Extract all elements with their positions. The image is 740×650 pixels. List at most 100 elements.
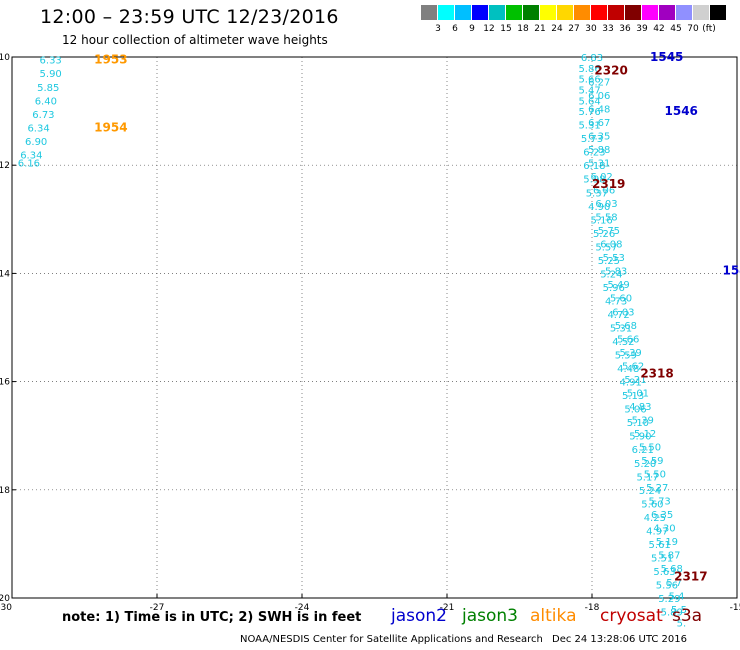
wave-height-value: 5.13	[622, 391, 644, 402]
wave-height-value: 5.89	[661, 608, 683, 619]
color-scale-swatch	[591, 5, 608, 20]
y-tick-label: -16	[0, 378, 10, 388]
color-scale-swatch	[472, 5, 489, 20]
wave-height-value: 5.90	[629, 432, 651, 443]
wave-height-value: 6.34	[27, 123, 49, 134]
color-scale-label: 24	[551, 24, 563, 34]
wave-height-value: 5.49	[607, 280, 629, 291]
wave-height-value: 5.24	[600, 269, 622, 280]
color-scale-label: 27	[568, 24, 580, 34]
wave-height-value: 5.86	[578, 64, 600, 75]
color-scale-swatch	[574, 5, 591, 20]
pass-time-label: 1546	[665, 104, 698, 118]
wave-height-value: 5.60	[610, 294, 632, 305]
wave-height-value: 5.31	[588, 158, 610, 169]
wave-height-value: 5.25	[598, 256, 620, 267]
color-scale-label: 30	[585, 24, 597, 34]
color-scale-swatch	[489, 5, 506, 20]
pass-time-label: 2318	[640, 366, 673, 380]
data-points: 6.335.905.856.406.736.346.906.346.161953…	[18, 50, 740, 629]
wave-height-value: 5.85	[37, 83, 59, 94]
y-tick-label: -18	[0, 486, 10, 496]
color-scale-swatch	[625, 5, 642, 20]
wave-height-value: 5.64	[578, 96, 600, 107]
color-scale-label: 36	[619, 24, 631, 34]
wave-height-value: 5.39	[632, 415, 654, 426]
color-scale-swatch	[608, 5, 625, 20]
wave-height-value: 5.16	[591, 215, 613, 226]
wave-height-value: 5.66	[578, 75, 600, 86]
footer-timestamp: Dec 24 13:28:06 UTC 2016	[552, 634, 687, 645]
wave-height-value: 4.83	[629, 402, 651, 413]
wave-height-value: 5.57	[595, 242, 617, 253]
pass-time-label: 1953	[94, 53, 127, 67]
wave-height-value: 6.16	[18, 158, 40, 169]
footer-note: note: 1) Time is in UTC; 2) SWH is in fe…	[62, 610, 362, 625]
x-tick-label: -21	[440, 603, 455, 613]
wave-height-value: 5.68	[615, 321, 637, 332]
wave-height-value: 5.59	[615, 351, 637, 362]
y-tick-label: -12	[0, 161, 10, 171]
wave-height-value: 5.20	[634, 459, 656, 470]
wave-height-value: 5.62	[622, 361, 644, 372]
wave-height-value: 5.76	[578, 107, 600, 118]
wave-height-value: 6.67	[588, 118, 610, 129]
wave-height-value: 6.02	[591, 172, 613, 183]
pass-time-label: 2317	[674, 569, 707, 583]
color-scale-label: 39	[636, 24, 648, 34]
color-scale-label: 15	[500, 24, 512, 34]
x-tick-label: -27	[150, 603, 165, 613]
pass-time-label: 1547	[723, 264, 740, 278]
wave-height-value: 5.24	[639, 486, 661, 497]
color-scale-label: 18	[517, 24, 529, 34]
wave-height-value: 5.19	[656, 537, 678, 548]
color-scale-label: 70	[687, 24, 699, 34]
footer-credit: NOAA/NESDIS Center for Satellite Applica…	[240, 634, 543, 645]
color-scale-label: 45	[670, 24, 682, 34]
wave-height-value: 6.03	[612, 307, 634, 318]
color-scale-swatch	[642, 5, 659, 20]
color-scale-swatch	[693, 5, 710, 20]
color-scale-swatch	[523, 5, 540, 20]
wave-height-value: 5.61	[649, 540, 671, 551]
wave-height-value: 5.26	[593, 229, 615, 240]
wave-height-value: 5.10	[627, 418, 649, 429]
wave-height-value: 5.90	[40, 69, 62, 80]
satellite-legend-s3a: s3a	[672, 606, 703, 626]
pass-time-label: 1954	[94, 120, 127, 134]
wave-height-value: 4.25	[644, 513, 666, 524]
wave-height-value: 5.68	[661, 564, 683, 575]
wave-height-value: 5.56	[656, 580, 678, 591]
color-scale-label: 3	[435, 24, 441, 34]
wave-height-value: 6.08	[600, 240, 622, 251]
wave-height-value: 6.34	[20, 150, 42, 161]
x-tick-label: -15	[730, 603, 740, 613]
color-scale-swatch	[455, 5, 472, 20]
wave-height-value: 6.40	[35, 96, 57, 107]
pass-time-label: 2320	[594, 64, 627, 78]
wave-height-value: 5.37	[586, 188, 608, 199]
color-scale-swatch	[421, 5, 438, 20]
color-scale-swatch	[557, 5, 574, 20]
color-scale-swatch	[438, 5, 455, 20]
wave-height-value: 5.73	[581, 134, 603, 145]
wave-height-value: 4.73	[605, 296, 627, 307]
wave-height-value: 5.27	[646, 483, 668, 494]
wave-height-value: 5.66	[617, 334, 639, 345]
wave-height-value: 5.12	[634, 429, 656, 440]
wave-height-value: 5.63	[653, 567, 675, 578]
chart-title: 12:00 – 23:59 UTC 12/23/2016	[40, 6, 339, 28]
x-tick-label: -24	[295, 603, 310, 613]
wave-height-value: 5.7	[666, 578, 682, 589]
wave-height-value: 6.90	[25, 137, 47, 148]
wave-height-value: 6.35	[651, 510, 673, 521]
y-tick-label: -20	[0, 594, 10, 604]
wave-height-value: 6.18	[583, 161, 605, 172]
pass-time-label: 2319	[592, 177, 625, 191]
color-scale-swatch	[659, 5, 676, 20]
color-scale-swatch	[676, 5, 693, 20]
wave-height-value: 6.21	[632, 445, 654, 456]
wave-height-value: 6.06	[588, 91, 610, 102]
wave-height-value: 5.60	[641, 499, 663, 510]
